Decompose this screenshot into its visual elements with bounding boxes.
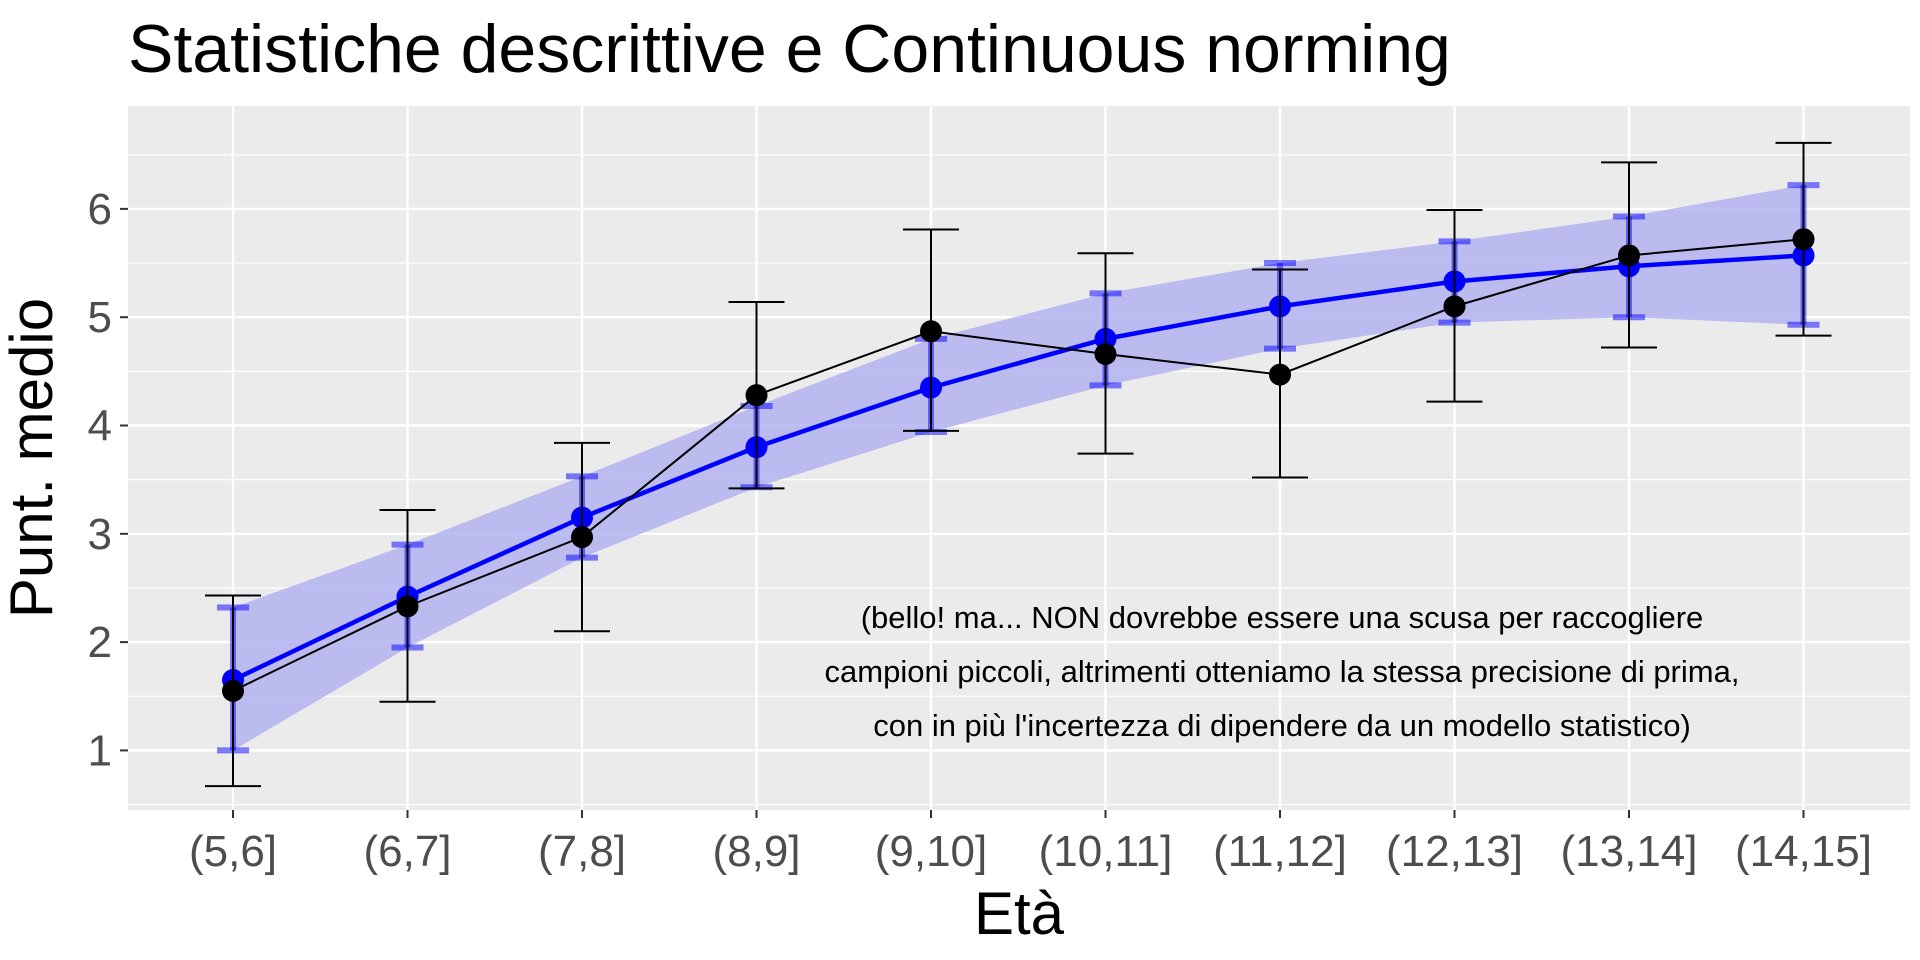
y-tick-label: 1 <box>88 726 112 775</box>
x-tick-label: (11,12] <box>1213 827 1347 876</box>
x-tick-label: (14,15] <box>1735 827 1872 876</box>
y-tick-label: 3 <box>88 510 112 559</box>
descriptive-point <box>396 595 419 618</box>
model-line <box>232 253 1804 683</box>
x-tick-label: (10,11] <box>1039 827 1173 876</box>
annotation: (bello! ma... NON dovrebbe essere una sc… <box>825 600 1740 743</box>
annotation-line: campioni piccoli, altrimenti otteniamo l… <box>825 654 1740 689</box>
x-tick-label: (13,14] <box>1561 827 1698 876</box>
y-axis: 1 2 3 4 5 6 <box>88 185 128 775</box>
y-tick-label: 2 <box>88 618 112 667</box>
annotation-line: (bello! ma... NON dovrebbe essere una sc… <box>861 600 1704 635</box>
descriptive-point <box>1443 295 1466 318</box>
x-tick-label: (12,13] <box>1386 827 1523 876</box>
descriptive-point <box>1269 363 1291 386</box>
descriptive-point <box>222 679 244 702</box>
descriptive-point <box>571 526 593 549</box>
x-axis: (5,6] (6,7] (7,8] (8,9] (9,10] (10,11] (11,12]… <box>189 810 1872 876</box>
descriptive-point <box>745 384 768 407</box>
annotation-line: con in più l'incertezza di dipendere da … <box>873 708 1691 743</box>
chart-title: Statistiche descrittive e Continuous nor… <box>128 11 1451 87</box>
x-tick-label: (7,8] <box>538 827 626 876</box>
descriptive-line <box>232 238 1804 692</box>
x-tick-label: (8,9] <box>712 827 800 876</box>
descriptive-point <box>1094 343 1117 366</box>
x-tick-label: (6,7] <box>363 827 451 876</box>
descriptive-series <box>205 141 1832 788</box>
y-tick-label: 4 <box>88 402 112 451</box>
plot-panel <box>128 106 1910 810</box>
descriptive-point <box>1618 244 1640 267</box>
y-axis-title: Punt. medio <box>0 298 65 618</box>
x-tick-label: (5,6] <box>189 827 277 876</box>
confidence-band <box>233 185 1804 751</box>
descriptive-point <box>1792 228 1815 251</box>
descriptive-point <box>920 320 942 343</box>
y-tick-label: 6 <box>88 185 112 234</box>
x-axis-title: Età <box>974 880 1065 947</box>
confidence-band-area <box>233 185 1804 751</box>
y-tick-label: 5 <box>88 293 112 342</box>
x-tick-label: (9,10] <box>875 827 988 876</box>
